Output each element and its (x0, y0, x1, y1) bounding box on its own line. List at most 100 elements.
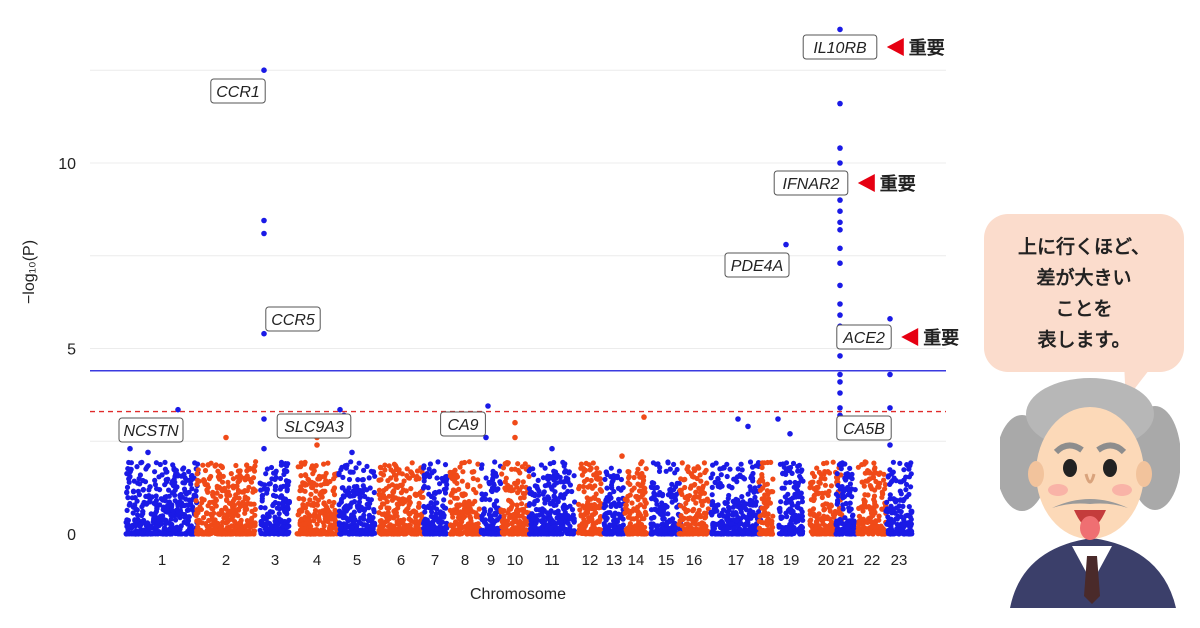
data-point (453, 472, 459, 478)
data-point (408, 469, 414, 475)
data-point (673, 491, 680, 498)
data-point (382, 462, 388, 468)
data-point (151, 518, 157, 524)
data-point (603, 503, 609, 509)
data-point (777, 505, 783, 511)
data-point (276, 501, 282, 507)
data-point (169, 512, 175, 518)
data-point (222, 505, 228, 511)
data-point (686, 530, 693, 536)
data-point (569, 488, 575, 495)
data-point (780, 471, 786, 477)
data-point (869, 523, 875, 530)
data-point (163, 477, 169, 483)
data-point (897, 460, 903, 466)
data-point (543, 531, 549, 537)
data-point (189, 530, 195, 537)
data-point (314, 501, 320, 507)
data-point (346, 490, 352, 496)
data-point (360, 483, 366, 489)
data-point (367, 485, 373, 491)
data-point (741, 522, 747, 528)
data-point (882, 486, 888, 492)
data-point (498, 507, 504, 513)
data-point (679, 460, 685, 466)
data-point (361, 467, 367, 473)
data-point (641, 485, 647, 491)
data-point (171, 528, 177, 534)
data-point (781, 485, 787, 491)
data-point (705, 506, 711, 512)
data-point (691, 466, 697, 472)
data-point (224, 496, 230, 503)
data-point (153, 523, 159, 529)
data-point (329, 503, 335, 509)
data-point (875, 484, 881, 490)
data-point (768, 531, 774, 537)
einstein-professor-icon (1000, 378, 1180, 608)
data-point (421, 503, 427, 510)
data-point (842, 494, 848, 500)
data-point (557, 519, 564, 525)
data-point (264, 511, 271, 517)
data-point (862, 498, 868, 505)
data-point (396, 467, 402, 473)
data-point (465, 482, 471, 488)
data-point (567, 482, 574, 488)
data-point (733, 518, 740, 524)
data-point (906, 504, 912, 510)
data-point (157, 487, 163, 493)
data-point (429, 509, 435, 515)
data-point (679, 523, 685, 529)
data-point (321, 461, 327, 467)
data-point (184, 507, 190, 513)
data-point (298, 484, 304, 490)
data-point (295, 531, 301, 537)
data-point (603, 517, 609, 523)
data-point (536, 488, 542, 494)
data-point (161, 504, 167, 510)
data-point (321, 501, 327, 507)
data-point (616, 468, 623, 474)
x-tick-label: 15 (658, 552, 675, 569)
data-point (843, 531, 850, 537)
data-point (390, 469, 396, 475)
peak-point (512, 434, 518, 441)
data-point (224, 516, 230, 522)
data-point (906, 474, 913, 480)
data-point (597, 531, 603, 537)
x-axis-label: Chromosome (470, 586, 566, 603)
peak-point (775, 416, 781, 422)
gene-label: CCR5 (271, 312, 315, 329)
data-point (799, 509, 805, 515)
data-point (584, 476, 590, 483)
data-point (326, 525, 333, 532)
data-point (378, 531, 384, 537)
data-point (871, 496, 877, 503)
data-point (579, 472, 586, 478)
data-point (669, 481, 675, 487)
data-point (250, 475, 257, 481)
data-point (177, 515, 183, 521)
data-point (520, 506, 527, 512)
data-point (708, 510, 714, 516)
data-point (634, 508, 640, 514)
data-point (667, 466, 673, 472)
data-point (276, 510, 282, 517)
data-point (482, 508, 488, 515)
data-point (536, 492, 542, 498)
data-point (164, 469, 170, 475)
data-point (615, 528, 621, 534)
data-point (826, 505, 833, 511)
data-point (460, 515, 466, 521)
data-point (225, 489, 231, 495)
data-point (345, 529, 351, 535)
gene-label: PDE4A (731, 258, 783, 275)
peak-point (127, 445, 133, 452)
peak-point (145, 449, 151, 456)
data-point (219, 464, 225, 471)
data-point (448, 492, 454, 498)
data-point (134, 498, 140, 504)
data-point (546, 516, 553, 523)
data-point (348, 459, 354, 465)
